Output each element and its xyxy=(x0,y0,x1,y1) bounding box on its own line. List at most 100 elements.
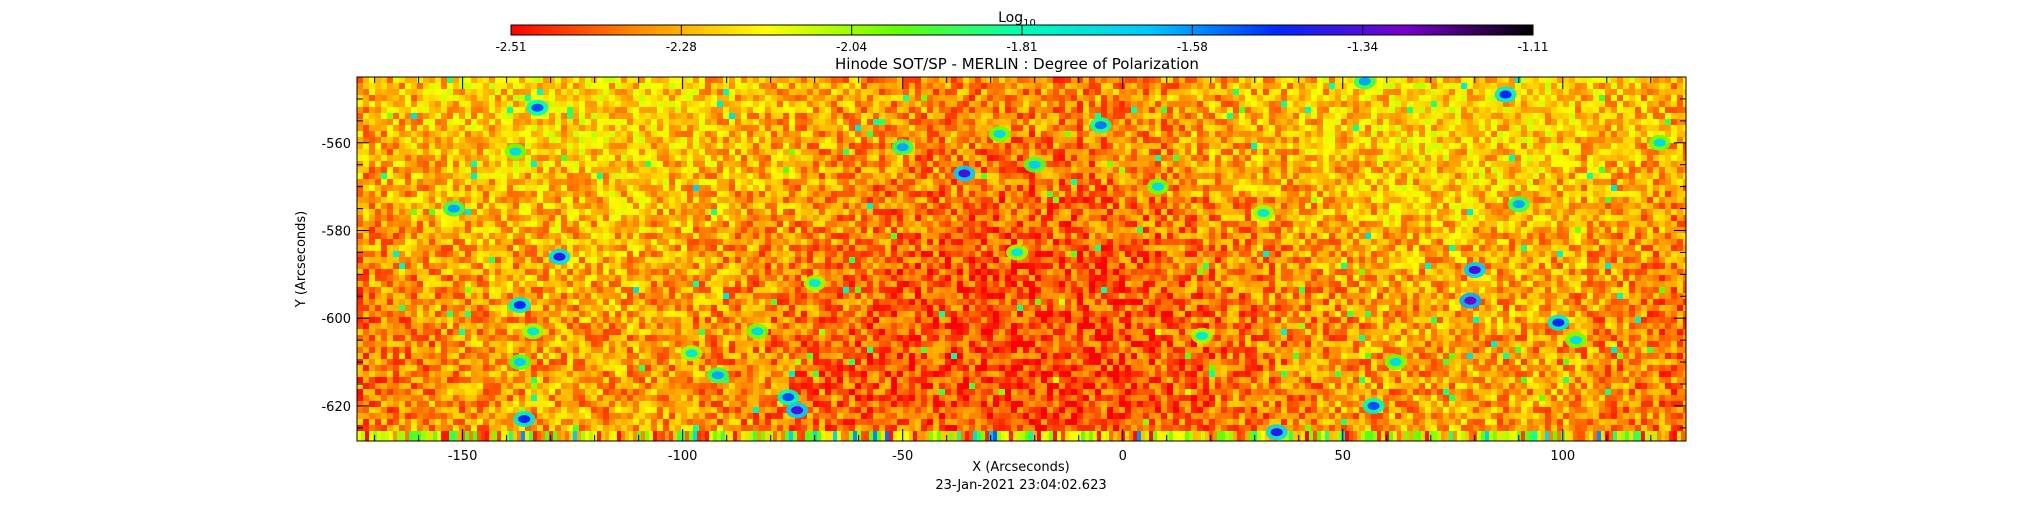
heatmap-cell xyxy=(1545,173,1552,180)
heatmap-cell xyxy=(1047,191,1054,198)
heatmap-cell xyxy=(579,131,586,138)
heatmap-cell xyxy=(993,191,1000,198)
heatmap-cell xyxy=(1257,173,1264,180)
heatmap-cell xyxy=(1389,107,1396,114)
heatmap-cell xyxy=(591,155,598,162)
heatmap-cell xyxy=(1383,101,1390,108)
heatmap-cell xyxy=(1473,161,1480,168)
heatmap-cell xyxy=(495,119,502,126)
heatmap-cell xyxy=(357,197,364,204)
heatmap-cell xyxy=(1533,107,1540,114)
heatmap-cell xyxy=(1569,125,1576,132)
heatmap-cell xyxy=(1251,83,1258,90)
heatmap-cell xyxy=(1011,155,1018,162)
heatmap-cell xyxy=(519,113,526,120)
heatmap-cell xyxy=(1431,149,1438,156)
heatmap-cell xyxy=(1323,161,1330,168)
heatmap-cell xyxy=(1059,143,1066,150)
heatmap-cell xyxy=(1461,179,1468,186)
heatmap-cell xyxy=(1539,179,1546,186)
heatmap-cell xyxy=(1281,191,1288,198)
heatmap-cell xyxy=(597,155,604,162)
heatmap-cell xyxy=(1563,185,1570,192)
heatmap-cell xyxy=(1143,143,1150,150)
heatmap-cell xyxy=(915,143,922,150)
heatmap-cell xyxy=(453,191,460,198)
heatmap-cell xyxy=(1365,191,1372,198)
heatmap-cell xyxy=(1299,125,1306,132)
heatmap-cell xyxy=(1593,137,1600,144)
heatmap-cell xyxy=(1191,125,1198,132)
heatmap-cell xyxy=(1137,191,1144,198)
heatmap-cell xyxy=(1659,125,1666,132)
heatmap-cell xyxy=(855,83,862,90)
heatmap-cell xyxy=(717,83,724,90)
heatmap-cell xyxy=(1329,113,1336,120)
heatmap-cell xyxy=(1167,155,1174,162)
heatmap-cell xyxy=(1281,143,1288,150)
heatmap-cell xyxy=(951,197,958,204)
heatmap-cell xyxy=(753,185,760,192)
heatmap-cell xyxy=(1113,191,1120,198)
heatmap-cell xyxy=(1245,83,1252,90)
heatmap-cell xyxy=(903,125,910,132)
heatmap-cell xyxy=(1257,77,1264,84)
heatmap-cell xyxy=(1437,95,1444,102)
heatmap-cell xyxy=(1449,107,1456,114)
heatmap-cell xyxy=(1581,179,1588,186)
heatmap-cell xyxy=(369,197,376,204)
heatmap-cell xyxy=(387,89,394,96)
heatmap-cell xyxy=(1551,197,1558,204)
heatmap-cell xyxy=(693,149,700,156)
heatmap-cell xyxy=(1389,119,1396,126)
heatmap-cell xyxy=(741,155,748,162)
heatmap-cell xyxy=(1155,155,1162,162)
heatmap-cell xyxy=(465,179,472,186)
heatmap-cell xyxy=(1119,101,1126,108)
heatmap-cell xyxy=(645,89,652,96)
heatmap-cell xyxy=(1071,185,1078,192)
heatmap-cell xyxy=(1131,161,1138,168)
heatmap-cell xyxy=(1119,113,1126,120)
heatmap-cell xyxy=(501,95,508,102)
heatmap-cell xyxy=(1113,143,1120,150)
heatmap-cell xyxy=(537,155,544,162)
heatmap-cell xyxy=(819,155,826,162)
heatmap-cell xyxy=(1551,77,1558,84)
heatmap-cell xyxy=(651,149,658,156)
heatmap-cell xyxy=(651,179,658,186)
heatmap-cell xyxy=(681,77,688,84)
heatmap-cell xyxy=(891,197,898,204)
heatmap-cell xyxy=(567,77,574,84)
heatmap-cell xyxy=(1203,125,1210,132)
heatmap-cell xyxy=(1083,167,1090,174)
heatmap-cell xyxy=(1125,125,1132,132)
heatmap-cell xyxy=(1551,107,1558,114)
heatmap-cell xyxy=(1059,149,1066,156)
heatmap-cell xyxy=(807,125,814,132)
heatmap-cell xyxy=(1257,107,1264,114)
heatmap-cell xyxy=(1005,143,1012,150)
heatmap-cell xyxy=(951,155,958,162)
heatmap-cell xyxy=(945,83,952,90)
heatmap-cell xyxy=(903,101,910,108)
heatmap-cell xyxy=(903,167,910,174)
heatmap-cell xyxy=(1293,179,1300,186)
heatmap-cell xyxy=(963,137,970,144)
heatmap-cell xyxy=(1035,95,1042,102)
colorbar-title-log: Log xyxy=(998,10,1023,26)
heatmap-cell xyxy=(777,83,784,90)
heatmap-cell xyxy=(603,161,610,168)
heatmap-cell xyxy=(1347,161,1354,168)
heatmap-cell xyxy=(1563,113,1570,120)
heatmap-cell xyxy=(1395,197,1402,204)
heatmap-cell xyxy=(1287,77,1294,84)
heatmap-cell xyxy=(561,203,568,210)
heatmap-cell xyxy=(483,95,490,102)
heatmap-cell xyxy=(1083,155,1090,162)
heatmap-cell xyxy=(933,167,940,174)
heatmap-cell xyxy=(699,203,706,210)
heatmap-cell xyxy=(969,191,976,198)
heatmap-cell xyxy=(1341,107,1348,114)
heatmap-cell xyxy=(993,197,1000,204)
